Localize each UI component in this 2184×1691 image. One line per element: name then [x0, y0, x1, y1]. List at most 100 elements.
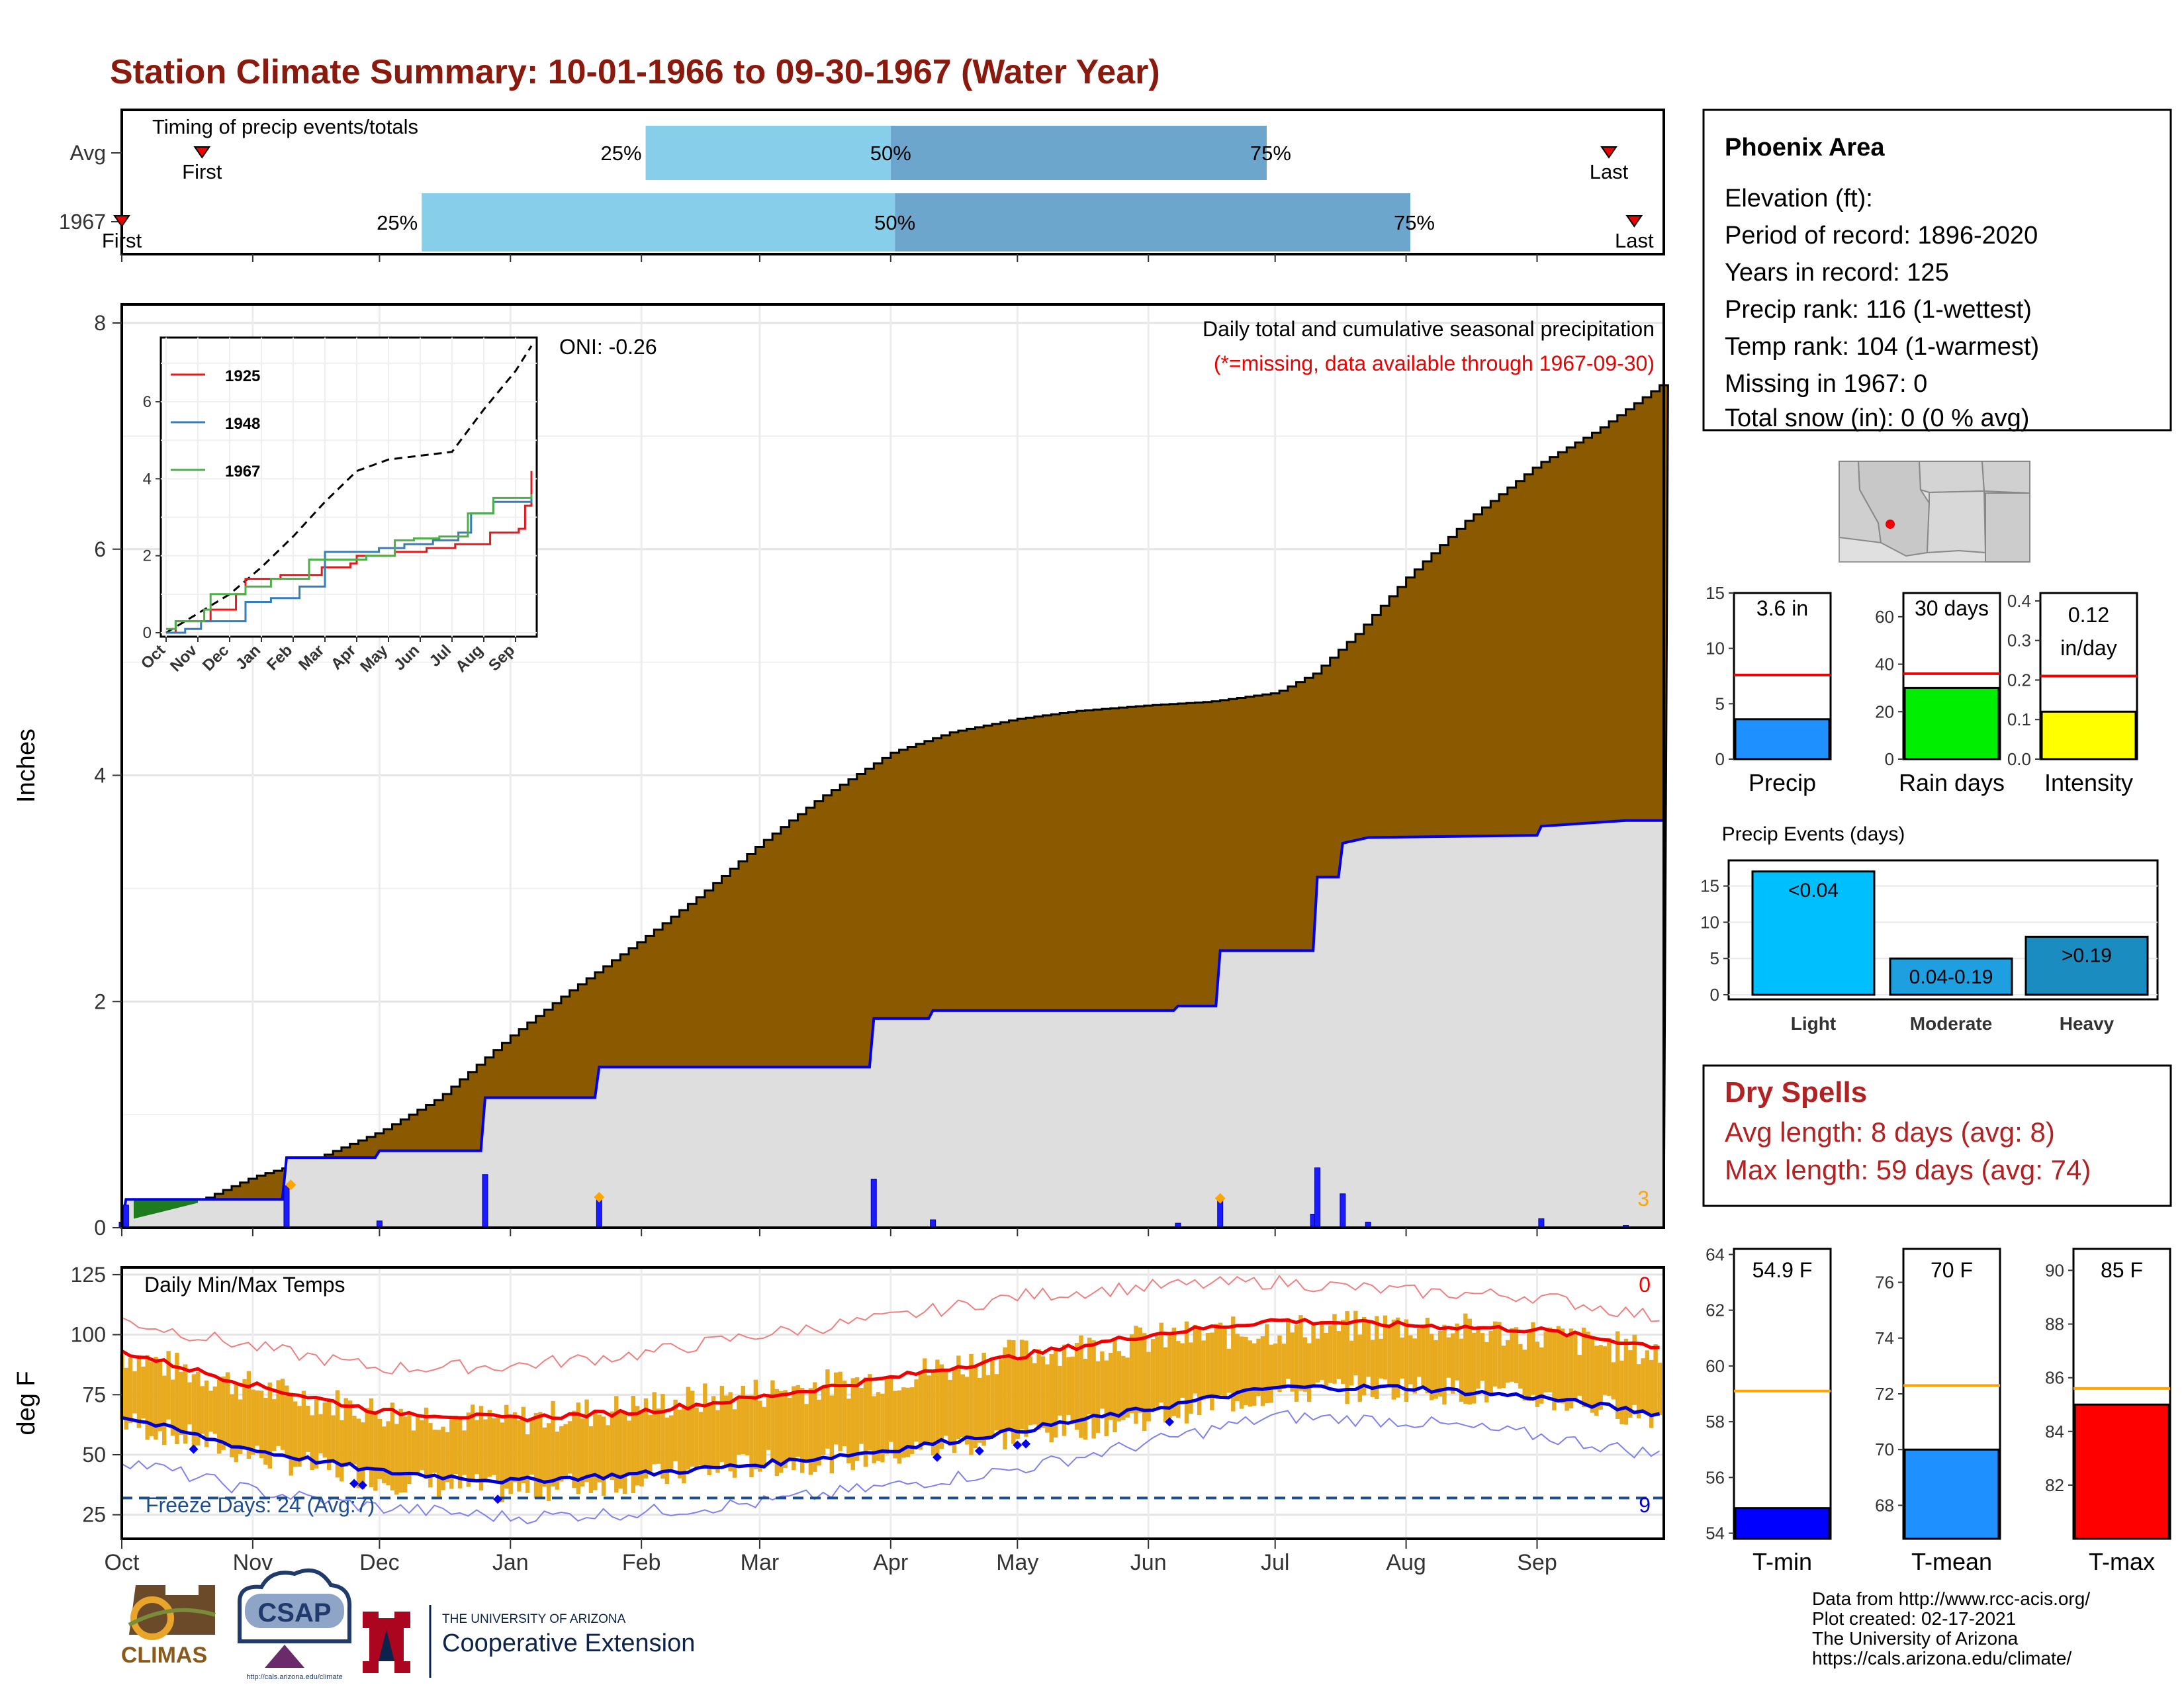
precip-count-label: 3 [1637, 1187, 1649, 1211]
temp-bottom-count: 9 [1639, 1493, 1651, 1517]
month-tick-label: Apr [873, 1550, 908, 1575]
summary-tick-label: 0 [1715, 749, 1725, 769]
daily-temp-bar [128, 1357, 133, 1424]
daily-temp-bar [204, 1380, 209, 1447]
inset-series-1948 [166, 498, 533, 634]
temp-summary-bar-t-mean [1903, 1448, 2000, 1540]
daily-temp-bar [745, 1395, 750, 1456]
daily-precip-bar [283, 1185, 290, 1228]
daily-temp-bar [1062, 1344, 1067, 1436]
summary-bar-label: Rain days [1899, 769, 2005, 796]
daily-temp-bar [196, 1371, 201, 1446]
daily-temp-bar [563, 1424, 568, 1479]
temp-summary-bars: 54 56 58 60 62 64 54.9 F T-min 68 70 72 74 76 70 F T-m… [1706, 1244, 2171, 1575]
daily-temp-bar [1412, 1338, 1417, 1394]
temp-summary-box [1733, 1248, 1832, 1540]
daily-temp-bar [893, 1391, 897, 1459]
daily-temp-bar [1095, 1361, 1101, 1434]
daily-temp-bar [876, 1392, 881, 1461]
daily-temp-bar [1011, 1340, 1016, 1444]
summary-bar-rain-days [1903, 686, 2000, 760]
daily-temp-bar [868, 1374, 872, 1451]
precip-event-category: Moderate [1910, 1013, 1992, 1034]
daily-temp-bar [1260, 1336, 1265, 1406]
daily-temp-bar [1611, 1362, 1615, 1400]
temp-summary-tick-label: 60 [1706, 1356, 1725, 1376]
temp-summary-tick-label: 74 [1875, 1328, 1894, 1348]
daily-temp-bar [352, 1416, 357, 1465]
summary-bar-intensity [2040, 710, 2137, 760]
timing-marker-last [1625, 215, 1643, 228]
temp-summary-bar-t-max [2073, 1403, 2170, 1540]
daily-temp-bar [956, 1355, 961, 1440]
station-precip-rank: Precip rank: 116 (1-wettest) [1725, 296, 2032, 324]
daily-temp-bar [445, 1432, 450, 1483]
record-low-marker [349, 1479, 359, 1488]
temp-summary-tick-label: 56 [1706, 1467, 1725, 1487]
daily-temp-bar [386, 1421, 390, 1486]
month-tick-label: Jun [1130, 1550, 1167, 1575]
summary-value-label: 3.6 in [1756, 596, 1808, 620]
daily-temp-bar [1180, 1343, 1185, 1398]
daily-temp-bar [1404, 1319, 1409, 1402]
daily-temp-bar [1324, 1332, 1328, 1386]
daily-temp-bar [1653, 1344, 1658, 1416]
daily-temp-bar [686, 1387, 690, 1470]
daily-temp-bar [753, 1379, 758, 1470]
daily-temp-bar [335, 1390, 340, 1478]
daily-temp-bar [652, 1392, 657, 1465]
daily-temp-bar [1408, 1335, 1413, 1385]
daily-temp-bar [1657, 1362, 1662, 1416]
daily-temp-bar [1565, 1337, 1569, 1411]
observed-cumulative-area [122, 820, 1664, 1228]
daily-temp-bar [1315, 1338, 1320, 1383]
daily-temp-bar [635, 1406, 640, 1486]
daily-temp-bar [863, 1377, 868, 1467]
daily-temp-bar [1146, 1351, 1151, 1422]
precip-event-category: Heavy [2060, 1013, 2115, 1034]
daily-temp-bar [340, 1420, 344, 1482]
daily-temp-bar [927, 1375, 931, 1442]
daily-temp-bar [466, 1412, 471, 1487]
daily-temp-bar [508, 1416, 513, 1494]
daily-temp-bar [1353, 1310, 1358, 1376]
timing-row-label-year: 1967 [59, 210, 106, 234]
timing-bar-25-50 [422, 193, 895, 251]
temp-y-tick-label: 25 [82, 1503, 106, 1527]
daily-temp-bar [1045, 1364, 1050, 1433]
daily-temp-bar [1294, 1324, 1299, 1402]
daily-temp-bar [1176, 1341, 1181, 1418]
timing-bar-50-75 [890, 126, 1267, 180]
daily-temp-bar [491, 1418, 496, 1475]
daily-temp-bar [1383, 1315, 1388, 1380]
daily-temp-bar [1281, 1344, 1287, 1389]
climas-logo: CLIMAS [121, 1585, 216, 1668]
dry-spells-avg: Avg length: 8 days (avg: 8) [1725, 1117, 2055, 1148]
daily-temp-bar [973, 1365, 978, 1449]
daily-temp-bar [1361, 1316, 1367, 1396]
summary-tick-label: 0.0 [2007, 749, 2031, 769]
daily-temp-bar [487, 1410, 492, 1477]
station-years: Years in record: 125 [1725, 259, 1949, 287]
daily-temp-bar [572, 1410, 576, 1488]
daily-temp-bar [838, 1371, 842, 1451]
daily-temp-bar [829, 1395, 835, 1474]
csap-logo-text: CSAP [257, 1598, 331, 1627]
daily-temp-bar [948, 1379, 952, 1446]
summary-bars: 0 5 10 15 3.6 in Precip 0 20 40 60 30 days Rain day… [1706, 583, 2138, 796]
station-elevation: Elevation (ft): [1725, 185, 1873, 212]
daily-temp-bar [935, 1359, 940, 1455]
daily-precip-bar [1340, 1193, 1346, 1228]
temp-summary-tick-label: 68 [1875, 1495, 1894, 1515]
daily-temp-bar [1028, 1356, 1033, 1426]
daily-temp-bar [1218, 1322, 1223, 1396]
daily-temp-bar [183, 1364, 188, 1444]
daily-temp-bar [331, 1415, 336, 1462]
daily-temp-bar [1091, 1340, 1096, 1439]
daily-temp-bar [1628, 1350, 1633, 1418]
summary-tick-label: 60 [1875, 607, 1894, 627]
daily-temp-bar [154, 1356, 158, 1440]
temp-y-tick-label: 100 [71, 1323, 106, 1347]
daily-temp-bar [259, 1391, 264, 1459]
daily-temp-bar [694, 1407, 699, 1470]
